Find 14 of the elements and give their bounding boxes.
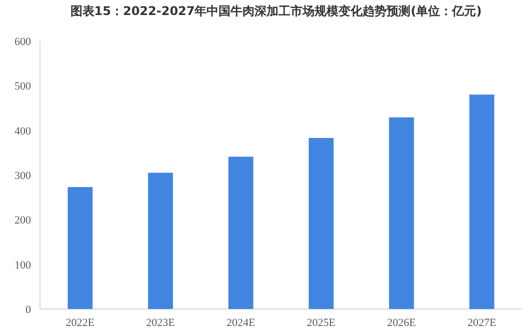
x-tick-label: 2025E bbox=[306, 317, 336, 329]
title: 图表15：2022-2027年中国牛肉深加工市场规模变化趋势预测(单位：亿元) bbox=[70, 4, 482, 18]
y-tick-label: 400 bbox=[14, 125, 32, 138]
x-tick-label: 2022E bbox=[66, 317, 95, 329]
x-tick-label: 2023E bbox=[146, 317, 176, 329]
y-tick-label: 0 bbox=[26, 304, 32, 316]
y-tick-label: 100 bbox=[14, 259, 32, 272]
x-tick-label: 2026E bbox=[387, 317, 416, 329]
x-tick-label: 2027E bbox=[467, 317, 496, 329]
y-tick-label: 600 bbox=[14, 36, 32, 48]
y-tick-label: 300 bbox=[14, 170, 32, 182]
x-tick-label: 2024E bbox=[226, 317, 256, 329]
y-tick-label: 200 bbox=[14, 214, 32, 227]
y-tick-label: 500 bbox=[14, 80, 32, 93]
